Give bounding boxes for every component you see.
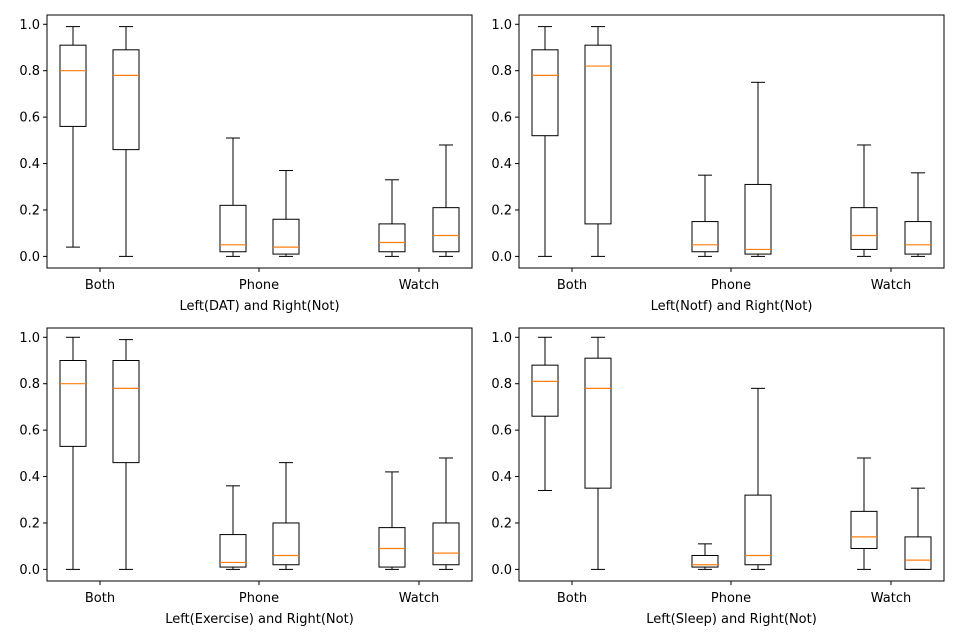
box-both-left [59,26,87,248]
x-tick-label: Phone [711,591,751,606]
box-phone-right [272,462,300,570]
iqr-box [691,221,719,253]
box-watch-left [850,457,878,570]
y-tick-label: 0.2 [491,203,512,218]
iqr-box [904,221,932,255]
iqr-box [219,204,247,253]
iqr-box [112,359,140,464]
iqr-box [272,218,300,255]
box-watch-right [432,457,460,570]
box-phone-right [744,81,772,257]
y-tick-label: 0.2 [491,516,512,531]
y-tick-label: 1.0 [19,331,40,346]
iqr-box [584,44,612,225]
y-tick-label: 1.0 [491,331,512,346]
box-phone-right [744,387,772,570]
box-both-left [59,336,87,570]
box-both-right [584,26,612,257]
box-watch-right [904,172,932,257]
y-tick-label: 0.2 [19,516,40,531]
iqr-box [904,536,932,570]
iqr-box [850,510,878,550]
y-tick-label: 0.6 [491,424,512,439]
y-tick-label: 0.8 [491,64,512,79]
box-phone-left [691,174,719,257]
x-axis-label: Left(DAT) and Right(Not) [179,299,339,314]
iqr-box [59,359,87,447]
y-tick-label: 0.6 [491,111,512,126]
box-both-right [584,336,612,570]
x-tick-label: Phone [239,591,279,606]
y-tick-label: 0.4 [491,157,512,172]
x-tick-label: Both [85,591,115,606]
y-tick-label: 1.0 [19,18,40,33]
box-both-right [112,339,140,570]
x-axis-label: Left(Exercise) and Right(Not) [165,612,354,627]
x-tick-label: Both [557,278,587,293]
x-axis-label: Left(Sleep) and Right(Not) [646,612,817,627]
iqr-box [378,527,406,568]
iqr-box [219,534,247,568]
iqr-box [59,44,87,127]
subplot-1: 0.0 0.2 0.4 0.6 0.8 1.0 Both Phone Watch Left(DAT… [19,14,473,314]
subplot-3: 0.0 0.2 0.4 0.6 0.8 1.0 Both Phone Watch Left(Exe… [19,327,473,627]
y-tick-label: 0.8 [19,377,40,392]
box-phone-left [219,137,247,257]
iqr-box [850,207,878,250]
iqr-box [272,522,300,566]
x-tick-label: Watch [871,591,911,606]
y-tick-label: 0.4 [19,470,40,485]
y-tick-label: 0.6 [19,111,40,126]
subplot-4: 0.0 0.2 0.4 0.6 0.8 1.0 Both Phone Watch Left(Sle… [491,327,945,627]
x-tick-label: Both [85,278,115,293]
iqr-box [744,494,772,566]
iqr-box [531,364,559,417]
iqr-box [432,207,460,253]
iqr-box [744,183,772,255]
x-tick-label: Watch [399,278,439,293]
x-tick-label: Watch [871,278,911,293]
y-tick-label: 0.4 [491,470,512,485]
x-tick-label: Watch [399,591,439,606]
box-watch-left [378,471,406,570]
box-phone-right [272,170,300,257]
x-axis-label: Left(Notf) and Right(Not) [651,299,813,314]
x-tick-label: Phone [711,278,751,293]
box-watch-left [850,144,878,257]
y-tick-label: 1.0 [491,18,512,33]
x-tick-label: Phone [239,278,279,293]
x-tick-label: Both [557,591,587,606]
box-watch-right [904,487,932,570]
y-tick-label: 0.4 [19,157,40,172]
iqr-box [432,522,460,566]
y-tick-label: 0.0 [491,250,512,265]
box-both-left [531,26,559,257]
iqr-box [112,49,140,151]
box-both-left [531,336,559,491]
y-tick-label: 0.8 [19,64,40,79]
box-phone-left [691,543,719,570]
iqr-box [531,49,559,137]
y-tick-label: 0.0 [19,250,40,265]
box-both-right [112,26,140,257]
y-tick-label: 0.6 [19,424,40,439]
iqr-box [378,223,406,253]
y-tick-label: 0.0 [491,563,512,578]
iqr-box [584,357,612,489]
y-tick-label: 0.2 [19,203,40,218]
y-tick-label: 0.8 [491,377,512,392]
iqr-box [691,554,719,568]
subplot-2: 0.0 0.2 0.4 0.6 0.8 1.0 Both Phone Watch Left(Not… [491,14,945,314]
y-tick-label: 0.0 [19,563,40,578]
box-watch-left [378,179,406,257]
box-watch-right [432,144,460,257]
box-phone-left [219,485,247,570]
